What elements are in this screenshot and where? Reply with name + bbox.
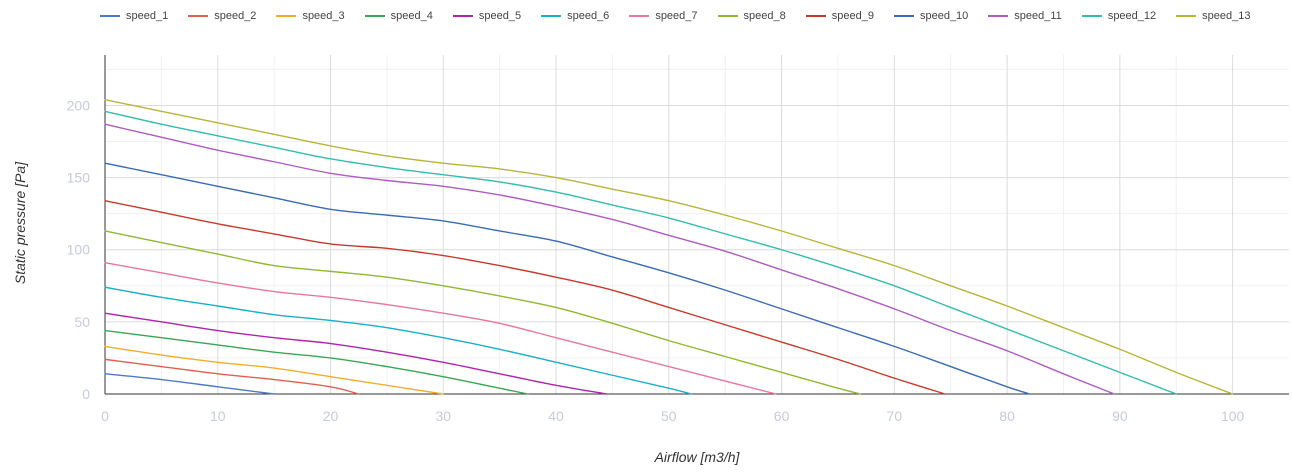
legend-item-speed-8[interactable]: speed_8 <box>717 6 786 26</box>
legend-item-speed-6[interactable]: speed_6 <box>541 6 609 26</box>
legend-swatch <box>1176 15 1197 17</box>
series-line-speed-6 <box>104 286 693 395</box>
series-line-speed-5 <box>104 312 608 395</box>
series-line-speed-13 <box>104 99 1234 395</box>
y-tick-label: 50 <box>74 314 90 330</box>
series-line-speed-10 <box>104 162 1031 395</box>
legend-swatch <box>1081 15 1102 17</box>
legend-swatch <box>988 15 1009 17</box>
chart-series-lines <box>104 99 1234 395</box>
x-tick-label: 0 <box>101 408 109 424</box>
legend-swatch <box>541 15 562 17</box>
legend-label: speed_9 <box>831 10 874 22</box>
chart-grid <box>105 55 1289 394</box>
x-tick-label: 90 <box>1112 408 1128 424</box>
legend-swatch <box>805 15 826 17</box>
legend-item-speed-9[interactable]: speed_9 <box>805 6 874 26</box>
series-line-speed-7 <box>104 262 777 395</box>
legend-swatch <box>100 15 120 17</box>
x-tick-label: 10 <box>210 408 226 424</box>
legend-label: speed_6 <box>567 10 610 22</box>
legend-swatch <box>276 15 297 17</box>
series-line-speed-12 <box>104 110 1177 395</box>
y-axis-title: Static pressure [Pa] <box>12 161 28 284</box>
legend-item-speed-3[interactable]: speed_3 <box>276 6 345 26</box>
series-line-speed-2 <box>104 358 360 395</box>
legend-label: speed_10 <box>919 10 969 22</box>
chart-tick-labels: 0 10 20 30 40 50 60 70 80 90 100 0 50 100 150 200 <box>67 97 1245 424</box>
legend-item-speed-10[interactable]: speed_10 <box>893 6 969 26</box>
x-axis-title: Airflow [m3/h] <box>654 449 741 465</box>
y-tick-label: 150 <box>67 170 91 186</box>
legend-swatch <box>893 15 914 17</box>
x-tick-label: 20 <box>323 408 339 424</box>
legend-item-speed-11[interactable]: speed_11 <box>988 6 1062 26</box>
legend-label: speed_1 <box>126 10 169 22</box>
y-tick-label: 0 <box>82 386 90 402</box>
legend-label: speed_8 <box>743 10 786 22</box>
x-tick-label: 60 <box>774 408 790 424</box>
legend-item-speed-4[interactable]: speed_4 <box>364 6 433 26</box>
legend-label: speed_2 <box>214 10 257 22</box>
chart-legend: speed_1 speed_2 speed_3 speed_4 speed_5 speed… <box>100 6 1280 26</box>
series-line-speed-9 <box>104 200 946 395</box>
series-line-speed-3 <box>104 345 444 395</box>
series-line-speed-4 <box>104 329 529 395</box>
legend-item-speed-13[interactable]: speed_13 <box>1176 6 1250 26</box>
x-tick-label: 80 <box>999 408 1015 424</box>
x-tick-label: 50 <box>661 408 677 424</box>
series-line-speed-8 <box>104 230 862 395</box>
legend-label: speed_3 <box>302 10 345 22</box>
legend-item-speed-12[interactable]: speed_12 <box>1081 6 1157 26</box>
legend-label: speed_7 <box>655 10 698 22</box>
legend-swatch <box>629 15 650 17</box>
series-line-speed-11 <box>104 123 1115 395</box>
legend-label: speed_4 <box>390 10 433 22</box>
legend-swatch <box>452 15 473 17</box>
legend-swatch <box>188 15 209 17</box>
legend-swatch <box>364 15 385 17</box>
series-line-speed-1 <box>104 373 275 395</box>
y-tick-label: 100 <box>67 242 91 258</box>
x-tick-label: 30 <box>435 408 451 424</box>
x-tick-label: 100 <box>1221 408 1245 424</box>
legend-label: speed_5 <box>478 10 522 22</box>
x-tick-label: 70 <box>887 408 903 424</box>
legend-label: speed_11 <box>1014 10 1062 22</box>
legend-swatch <box>717 15 738 17</box>
legend-item-speed-7[interactable]: speed_7 <box>629 6 698 26</box>
legend-label: speed_13 <box>1202 10 1251 22</box>
legend-item-speed-2[interactable]: speed_2 <box>188 6 256 26</box>
legend-label: speed_12 <box>1107 10 1157 22</box>
x-tick-label: 40 <box>548 408 564 424</box>
y-tick-label: 200 <box>67 97 91 113</box>
legend-item-speed-1[interactable]: speed_1 <box>100 6 168 26</box>
legend-item-speed-5[interactable]: speed_5 <box>452 6 522 26</box>
